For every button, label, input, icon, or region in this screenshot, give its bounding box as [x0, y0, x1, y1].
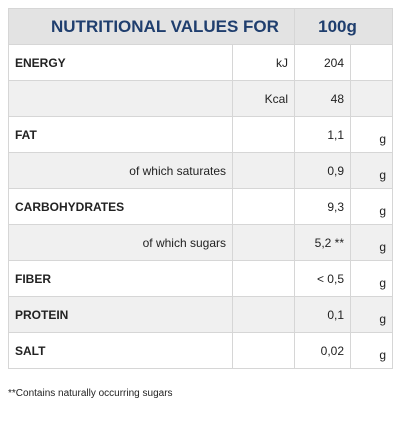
- row-sublabel: of which saturates: [8, 152, 233, 189]
- nutrition-table: NUTRITIONAL VALUES FOR 100g ENERGY kJ 204 K…: [8, 8, 393, 369]
- gram-unit: g: [350, 224, 393, 261]
- gram-unit: g: [350, 188, 393, 225]
- unit: Kcal: [232, 80, 295, 117]
- unit: [232, 116, 295, 153]
- header-row: NUTRITIONAL VALUES FOR 100g: [8, 8, 393, 45]
- value: 0,9: [294, 152, 351, 189]
- gram-unit: g: [350, 152, 393, 189]
- row-label: PROTEIN: [8, 296, 233, 333]
- gram-unit: g: [350, 296, 393, 333]
- row-label: FAT: [8, 116, 233, 153]
- row-label: SALT: [8, 332, 233, 369]
- value: 0,1: [294, 296, 351, 333]
- unit: [232, 224, 295, 261]
- unit: [232, 188, 295, 225]
- gram-unit: g: [350, 260, 393, 297]
- row-label: ENERGY: [8, 44, 233, 81]
- gram-unit: [350, 44, 393, 81]
- table-row: of which saturates 0,9 g: [8, 152, 393, 189]
- table-row: Kcal 48: [8, 80, 393, 117]
- unit: [232, 152, 295, 189]
- table-row: SALT 0,02 g: [8, 332, 393, 369]
- row-label: FIBER: [8, 260, 233, 297]
- row-label: CARBOHYDRATES: [8, 188, 233, 225]
- gram-unit: [350, 80, 393, 117]
- table-row: FIBER < 0,5 g: [8, 260, 393, 297]
- value: 9,3: [294, 188, 351, 225]
- row-sublabel: of which sugars: [8, 224, 233, 261]
- table-row: ENERGY kJ 204: [8, 44, 393, 81]
- footnote: **Contains naturally occurring sugars: [8, 388, 173, 399]
- unit: [232, 332, 295, 369]
- value: 0,02: [294, 332, 351, 369]
- value: 48: [294, 80, 351, 117]
- header-title: NUTRITIONAL VALUES FOR: [8, 8, 295, 45]
- header-per: 100g: [294, 8, 393, 45]
- unit: kJ: [232, 44, 295, 81]
- value: < 0,5: [294, 260, 351, 297]
- table-row: of which sugars 5,2 ** g: [8, 224, 393, 261]
- gram-unit: g: [350, 116, 393, 153]
- gram-unit: g: [350, 332, 393, 369]
- value: 5,2 **: [294, 224, 351, 261]
- value: 204: [294, 44, 351, 81]
- value: 1,1: [294, 116, 351, 153]
- unit: [232, 296, 295, 333]
- table-row: PROTEIN 0,1 g: [8, 296, 393, 333]
- unit: [232, 260, 295, 297]
- row-label: [8, 80, 233, 117]
- table-row: FAT 1,1 g: [8, 116, 393, 153]
- table-body: ENERGY kJ 204 Kcal 48 FAT 1,1 g of which saturat…: [8, 44, 393, 369]
- table-row: CARBOHYDRATES 9,3 g: [8, 188, 393, 225]
